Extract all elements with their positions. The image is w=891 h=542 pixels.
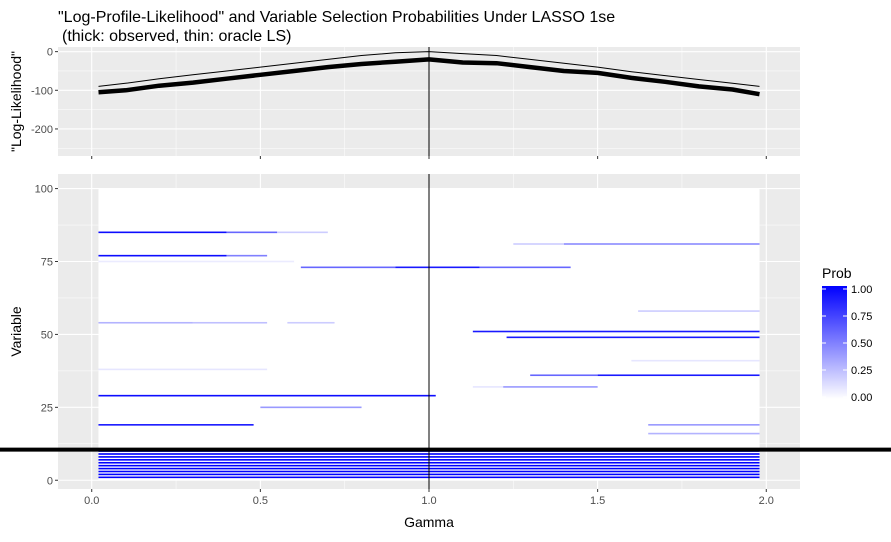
heatmap-cell: [98, 424, 254, 426]
heatmap-cell: [648, 424, 760, 426]
legend-colorbar: [822, 286, 847, 399]
heatmap-cell: [192, 321, 268, 324]
heatmap-cell: [631, 359, 760, 362]
heatmap-cell: [287, 321, 335, 324]
bottom-x-tick-label: 1.0: [421, 495, 436, 507]
legend-tick-label: 1.00: [851, 284, 872, 296]
selection-probability-panel: 0 25 50 75 100 0.0 0.5 1.0 1.5 2.0 Gamma Variabl…: [0, 174, 891, 530]
bottom-x-tick-label: 1.5: [590, 495, 605, 507]
top-panel-x-tick-marks: [91, 156, 767, 159]
legend-tick-label: 0.25: [851, 365, 872, 377]
heatmap-cell: [98, 321, 193, 324]
bottom-y-tick-label: 50: [41, 329, 53, 341]
top-panel-y-ticks: 0 -100 -200: [31, 47, 58, 136]
heatmap-cell: [506, 336, 760, 339]
heatmap-cell: [226, 254, 268, 257]
heatmap-cell: [472, 330, 760, 333]
heatmap-cell: [597, 374, 760, 377]
heatmap-cell: [98, 231, 227, 234]
bottom-panel-y-label: Variable: [8, 306, 24, 357]
heatmap-cell: [479, 266, 571, 269]
top-y-tick-label: -100: [31, 85, 53, 97]
legend-ticks: 1.00 0.75 0.50 0.25 0.00: [822, 284, 872, 404]
heatmap-cell: [472, 386, 504, 388]
legend-tick-label: 0.75: [851, 311, 872, 323]
bottom-panel-y-ticks: 0 25 50 75 100: [35, 184, 58, 487]
heatmap-cell: [260, 406, 362, 409]
heatmap-cell: [98, 260, 295, 263]
heatmap-cell: [530, 374, 598, 377]
bottom-y-tick-label: 25: [41, 402, 53, 414]
heatmap-cell: [648, 432, 760, 435]
heatmap-cell: [98, 394, 436, 397]
log-likelihood-panel: 0 -100 -200 "Log-Likelihood": [8, 47, 800, 159]
heatmap-cell: [563, 243, 760, 245]
heatmap-cell: [503, 386, 598, 388]
bottom-y-tick-label: 75: [41, 257, 53, 269]
legend-tick-label: 0.00: [851, 392, 872, 404]
legend-tick-label: 0.50: [851, 338, 872, 350]
heatmap-cell: [277, 231, 328, 234]
heatmap-cell: [638, 310, 760, 312]
bottom-y-tick-label: 0: [47, 475, 53, 487]
heatmap-cell: [513, 243, 564, 245]
bottom-x-tick-label: 0.0: [84, 495, 99, 507]
bottom-x-tick-label: 2.0: [759, 495, 774, 507]
x-axis-label: Gamma: [404, 514, 454, 530]
heatmap-cell: [98, 254, 227, 257]
legend-title: Prob: [822, 265, 852, 281]
heatmap-cell: [226, 231, 278, 234]
chart-subtitle: (thick: observed, thin: oracle LS): [62, 28, 291, 45]
bottom-panel-x-ticks: 0.0 0.5 1.0 1.5 2.0: [84, 489, 774, 507]
heatmap-cell: [300, 266, 396, 269]
heatmap-cell: [395, 266, 480, 269]
top-y-tick-label: 0: [47, 47, 53, 59]
top-panel-y-label: "Log-Likelihood": [8, 51, 24, 152]
top-y-tick-label: -200: [31, 124, 53, 136]
chart-title: "Log-Profile-Likelihood" and Variable Se…: [58, 9, 615, 26]
heatmap-cell: [98, 368, 268, 371]
bottom-y-tick-label: 100: [35, 184, 53, 196]
legend: Prob 1.00 0.75 0.50 0.25 0.00: [822, 265, 872, 404]
bottom-x-tick-label: 0.5: [253, 495, 268, 507]
